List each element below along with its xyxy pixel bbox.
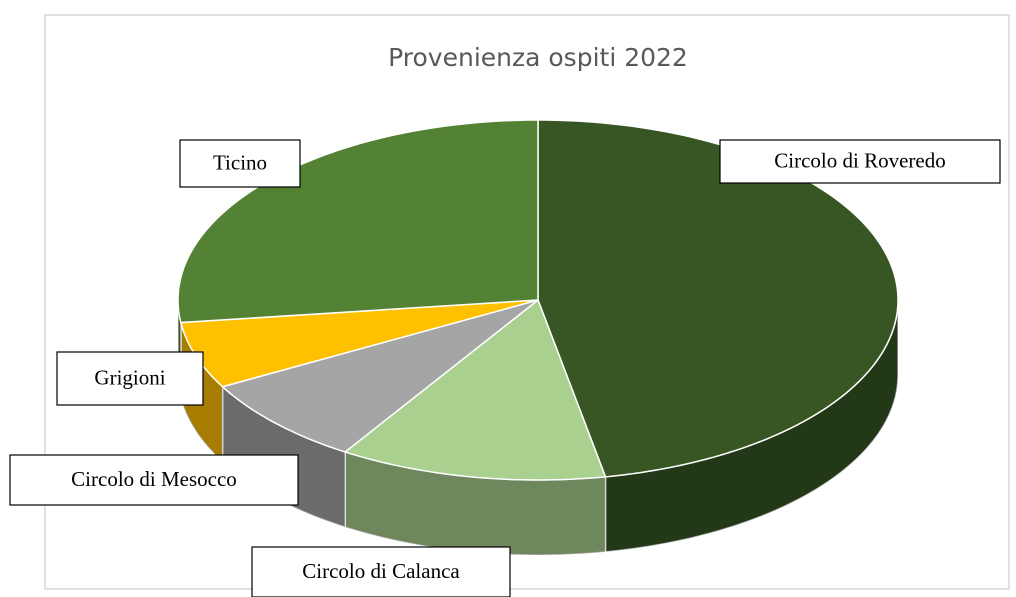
slice [537,119,899,478]
label-box [179,139,301,188]
slice-label: Circolo di Calanca [302,559,460,583]
chart-title: Provenienza ospiti 2022 [388,43,688,72]
label-box [56,351,204,406]
label-box [251,546,511,597]
slice-side-shade [605,300,898,552]
slice-label: Circolo di Mesocco [71,467,237,491]
slice-side-shade [345,451,606,555]
label-box [9,454,299,506]
slice-label: Circolo di Roveredo [774,148,945,172]
label-box [719,139,1001,184]
slice-label: Grigioni [94,365,165,389]
slice-label: Ticino [213,150,267,174]
slice [343,298,607,481]
slice [220,299,539,453]
